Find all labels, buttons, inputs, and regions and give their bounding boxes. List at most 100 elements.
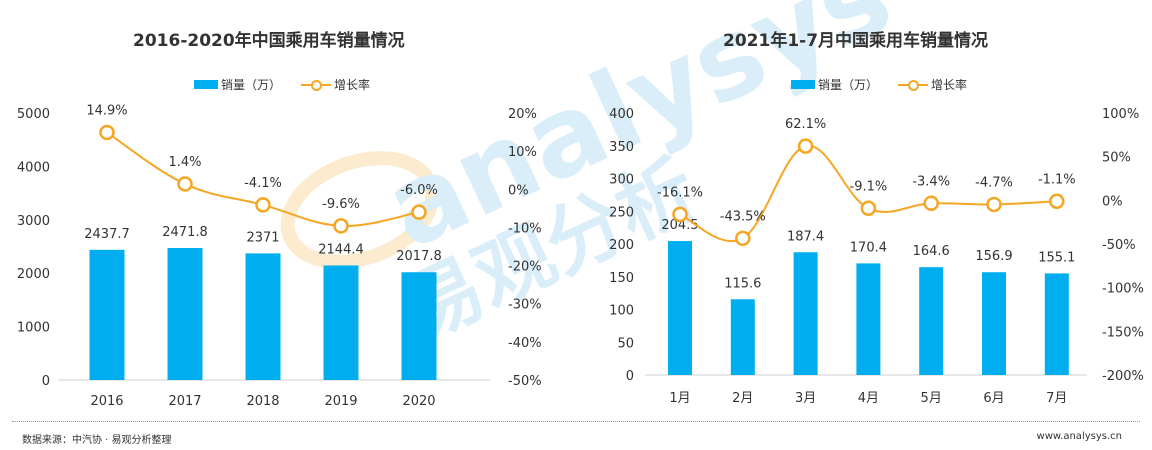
left-axis-tick-label: 200 — [609, 238, 634, 253]
category-tick-label: 5月 — [921, 391, 942, 406]
legend-bar-label: 销量（万） — [818, 78, 879, 92]
left-axis-tick-label: 5000 — [17, 107, 50, 122]
right-axis-tick-label: -50% — [508, 374, 542, 389]
sales-bar — [1044, 273, 1069, 375]
sales-bar — [323, 265, 359, 380]
legend-2016-2020: 销量（万） 增长率 — [194, 76, 370, 93]
right-axis-tick-label: 50% — [1102, 151, 1131, 166]
right-axis-tick-label: -150% — [1102, 325, 1144, 340]
growth-rate-marker — [797, 138, 814, 154]
legend-line-swatch — [898, 79, 929, 91]
category-tick-label: 3月 — [795, 391, 816, 406]
sales-bar-value-label: 2437.7 — [84, 227, 130, 242]
right-axis-tick-label: 0% — [508, 183, 529, 198]
growth-rate-marker — [333, 218, 349, 234]
sales-bar-value-label: 2144.4 — [318, 242, 364, 257]
growth-rate-value-label: -6.0% — [400, 183, 438, 198]
footer-divider — [12, 421, 1140, 422]
sales-bar-value-label: 2471.8 — [162, 225, 208, 240]
left-axis-tick-label: 300 — [609, 173, 634, 188]
legend-bar-swatch — [194, 80, 218, 89]
sales-bar-value-label: 170.4 — [850, 240, 887, 255]
sales-bar-value-label: 2017.8 — [396, 249, 442, 264]
legend-line-swatch — [301, 79, 332, 91]
growth-rate-marker — [177, 176, 193, 192]
sales-bar — [793, 252, 818, 375]
growth-rate-value-label: -4.7% — [975, 175, 1013, 190]
growth-rate-marker — [1049, 193, 1065, 210]
sales-bar — [401, 272, 437, 380]
growth-rate-marker — [860, 200, 877, 217]
category-tick-label: 1月 — [669, 391, 690, 406]
sales-bar-value-label: 156.9 — [975, 249, 1012, 264]
legend-bar-label: 销量（万） — [221, 78, 282, 92]
growth-rate-value-label: 1.4% — [168, 155, 201, 170]
category-tick-label: 6月 — [983, 391, 1004, 406]
category-tick-label: 2016 — [90, 394, 123, 409]
growth-rate-value-label: 14.9% — [86, 103, 127, 118]
legend-line-label: 增长率 — [931, 78, 968, 92]
sales-bar-value-label: 155.1 — [1038, 250, 1075, 265]
left-axis-tick-label: 2000 — [17, 267, 50, 282]
growth-rate-marker — [99, 124, 115, 141]
growth-rate-value-label: -3.4% — [912, 174, 950, 189]
right-axis-tick-label: -200% — [1102, 369, 1144, 384]
growth-rate-marker — [411, 204, 427, 220]
category-tick-label: 2017 — [168, 394, 201, 409]
growth-rate-value-label: -1.1% — [1038, 172, 1076, 187]
right-axis-tick-label: 100% — [1102, 107, 1139, 122]
sales-bar — [730, 299, 755, 375]
legend-2021: 销量（万） 增长率 — [791, 76, 967, 93]
legend-bar-swatch — [791, 80, 815, 89]
sales-bar — [856, 263, 881, 375]
right-axis-tick-label: 10% — [508, 145, 537, 160]
growth-rate-marker — [735, 230, 751, 247]
left-axis-tick-label: 250 — [609, 205, 634, 220]
sales-bar — [982, 272, 1006, 375]
left-axis-tick-label: 1000 — [17, 321, 50, 336]
left-axis-tick-label: 0 — [42, 374, 50, 389]
growth-rate-value-label: 62.1% — [785, 117, 826, 132]
data-source-note: 数据来源：中汽协 · 易观分析整理 — [22, 435, 172, 446]
left-axis-tick-label: 150 — [609, 271, 634, 286]
growth-rate-marker — [986, 196, 1002, 213]
left-axis-tick-label: 50 — [617, 336, 634, 351]
growth-rate-value-label: -9.1% — [850, 179, 888, 194]
right-axis-tick-label: -10% — [508, 221, 542, 236]
right-axis-tick-label: -50% — [1102, 238, 1136, 253]
sales-bar — [245, 253, 281, 380]
growth-rate-marker — [672, 206, 688, 223]
sales-bar-value-label: 115.6 — [724, 276, 761, 291]
chart-title-2021: 2021年1-7月中国乘用车销量情况 — [723, 31, 989, 51]
website-url: www.analysys.cn — [1036, 431, 1122, 442]
growth-rate-value-label: -43.5% — [720, 209, 766, 224]
right-axis-tick-label: 0% — [1102, 194, 1123, 209]
growth-rate-value-label: -16.1% — [657, 185, 703, 200]
sales-bar — [919, 267, 944, 375]
legend-line-label: 增长率 — [334, 78, 371, 92]
growth-rate-value-label: -4.1% — [244, 176, 282, 191]
right-axis-tick-label: -20% — [508, 260, 542, 275]
sales-bar — [167, 248, 203, 380]
category-tick-label: 2019 — [324, 394, 357, 409]
right-axis-tick-label: -40% — [508, 336, 542, 351]
sales-bar — [89, 249, 125, 380]
left-axis-tick-label: 350 — [609, 140, 634, 155]
growth-rate-marker — [923, 195, 939, 212]
sales-bar-value-label: 204.5 — [661, 218, 698, 233]
sales-bar-value-label: 187.4 — [787, 229, 824, 244]
left-axis-tick-label: 3000 — [17, 214, 50, 229]
chart-title-2016-2020: 2016-2020年中国乘用车销量情况 — [133, 31, 405, 51]
right-axis-tick-label: -30% — [508, 298, 542, 313]
left-axis-tick-label: 100 — [609, 304, 634, 319]
growth-rate-value-label: -9.6% — [322, 197, 360, 212]
left-axis-tick-label: 400 — [609, 107, 634, 122]
category-tick-label: 7月 — [1046, 391, 1067, 406]
sales-bar — [668, 241, 692, 375]
sales-bar-value-label: 164.6 — [913, 244, 950, 259]
category-tick-label: 2月 — [732, 391, 753, 406]
growth-rate-marker — [255, 197, 271, 213]
left-axis-tick-label: 4000 — [17, 160, 50, 175]
